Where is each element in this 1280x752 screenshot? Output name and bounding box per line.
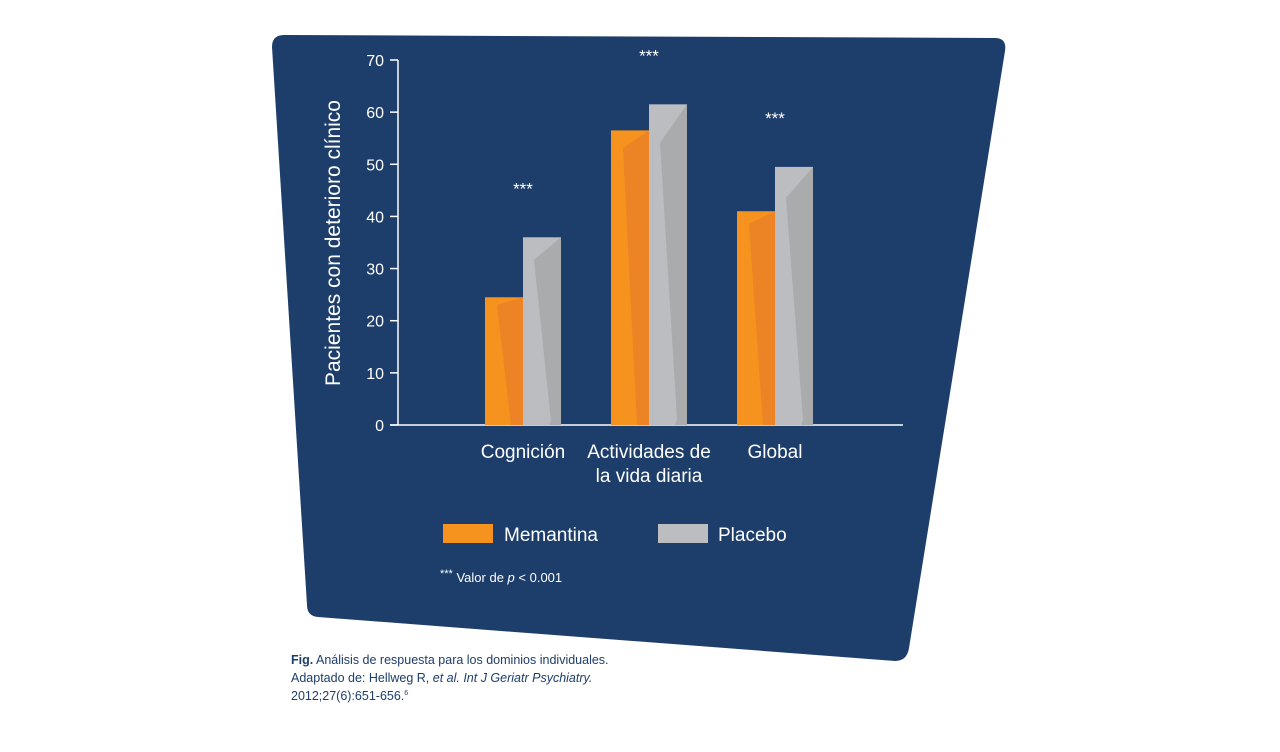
y-tick-label: 40 [366,209,384,226]
x-tick-label-line2: la vida diaria [596,466,703,487]
legend-swatch-memantina [443,524,493,543]
caption-ref: 6 [404,689,409,697]
caption-line-1: Fig. Análisis de respuesta para los domi… [291,651,609,669]
caption-title: Análisis de respuesta para los dominios … [313,653,609,667]
bar-shade-placebo [786,166,813,425]
bar-shade-memantina [497,297,523,425]
caption-label: Fig. [291,653,314,667]
y-tick-label: 50 [366,157,384,174]
legend-label-placebo: Placebo [718,525,787,546]
x-tick-label: Cognición [481,442,566,463]
figure-caption: Fig. Análisis de respuesta para los domi… [291,651,609,705]
y-tick-label: 0 [375,418,384,435]
caption-line-2: Adaptado de: Hellweg R, et al. Int J Ger… [291,669,609,687]
caption-line-3: 2012;27(6):651-656.6 [291,687,609,705]
caption-citation: 2012;27(6):651-656. [291,689,405,703]
legend-label-memantina: Memantina [504,525,598,546]
significance-marker: *** [513,179,533,198]
y-tick-label: 30 [366,262,384,279]
bar-shade-memantina [623,130,649,425]
y-tick-label: 60 [366,105,384,122]
bar-shade-placebo [660,104,687,426]
footnote-text-b: < 0.001 [518,570,562,585]
bar-shade-memantina [749,211,775,425]
significance-marker: *** [639,46,659,65]
significance-marker: *** [765,109,785,128]
caption-journal: et al. Int J Geriatr Psychiatry. [432,671,593,685]
bar-shade-placebo [534,237,561,425]
footnote-stars: *** [440,568,454,580]
y-tick-label: 10 [366,366,384,383]
y-axis-label: Pacientes con deterioro clínico [322,100,345,386]
y-tick-label: 20 [366,314,384,331]
legend: Memantina Placebo [443,524,787,546]
legend-swatch-placebo [658,524,708,543]
significance-footnote: *** Valor de p < 0.001 [440,565,562,585]
y-tick-label: 70 [366,53,384,70]
caption-source: Adaptado de: Hellweg R, [291,671,433,685]
x-tick-label: Global [748,442,803,463]
footnote-p: p [507,570,515,585]
footnote-text-a: Valor de [456,570,507,585]
x-tick-label: Actividades de [587,442,711,463]
